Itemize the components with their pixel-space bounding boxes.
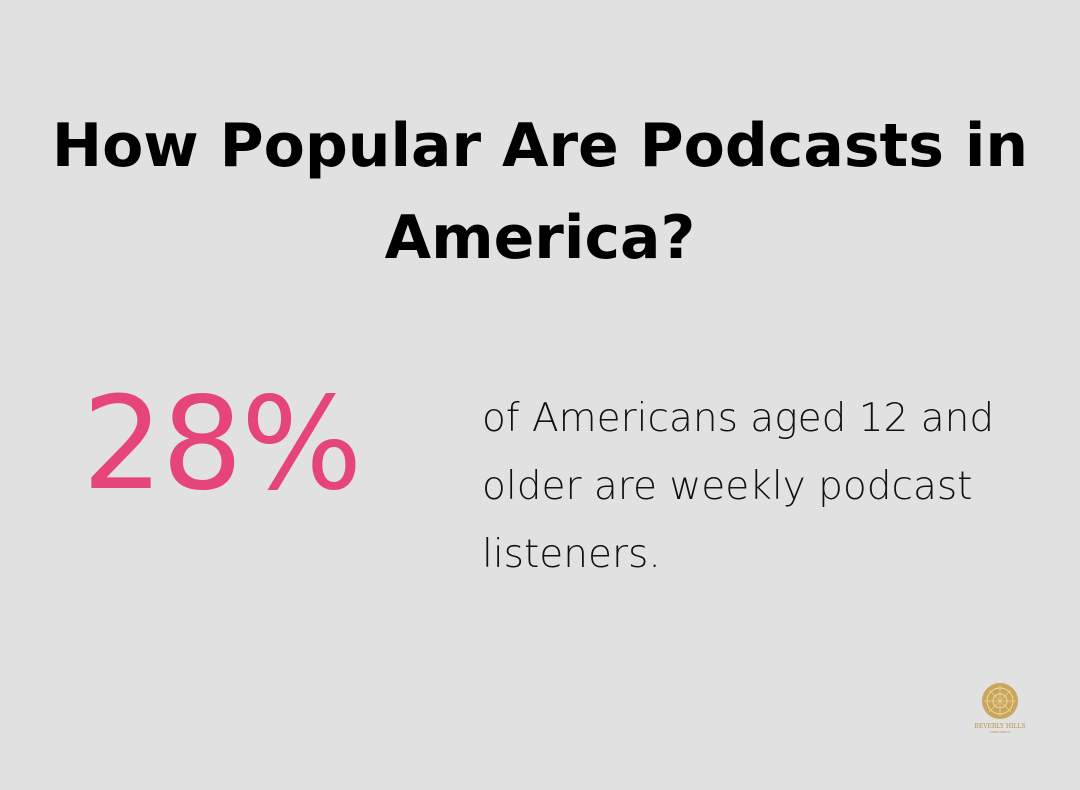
logo-subtitle: PUBLISHING bbox=[989, 730, 1011, 734]
stat-value: 28% bbox=[82, 370, 362, 519]
page-title: How Popular Are Podcasts in America? bbox=[51, 111, 1029, 273]
brand-logo: BEVERLY HILLS PUBLISHING bbox=[966, 682, 1034, 734]
logo-emblem-icon bbox=[982, 683, 1018, 719]
stat-description: of Americans aged 12 and older are weekl… bbox=[482, 396, 995, 577]
logo-name: BEVERLY HILLS bbox=[974, 723, 1026, 730]
